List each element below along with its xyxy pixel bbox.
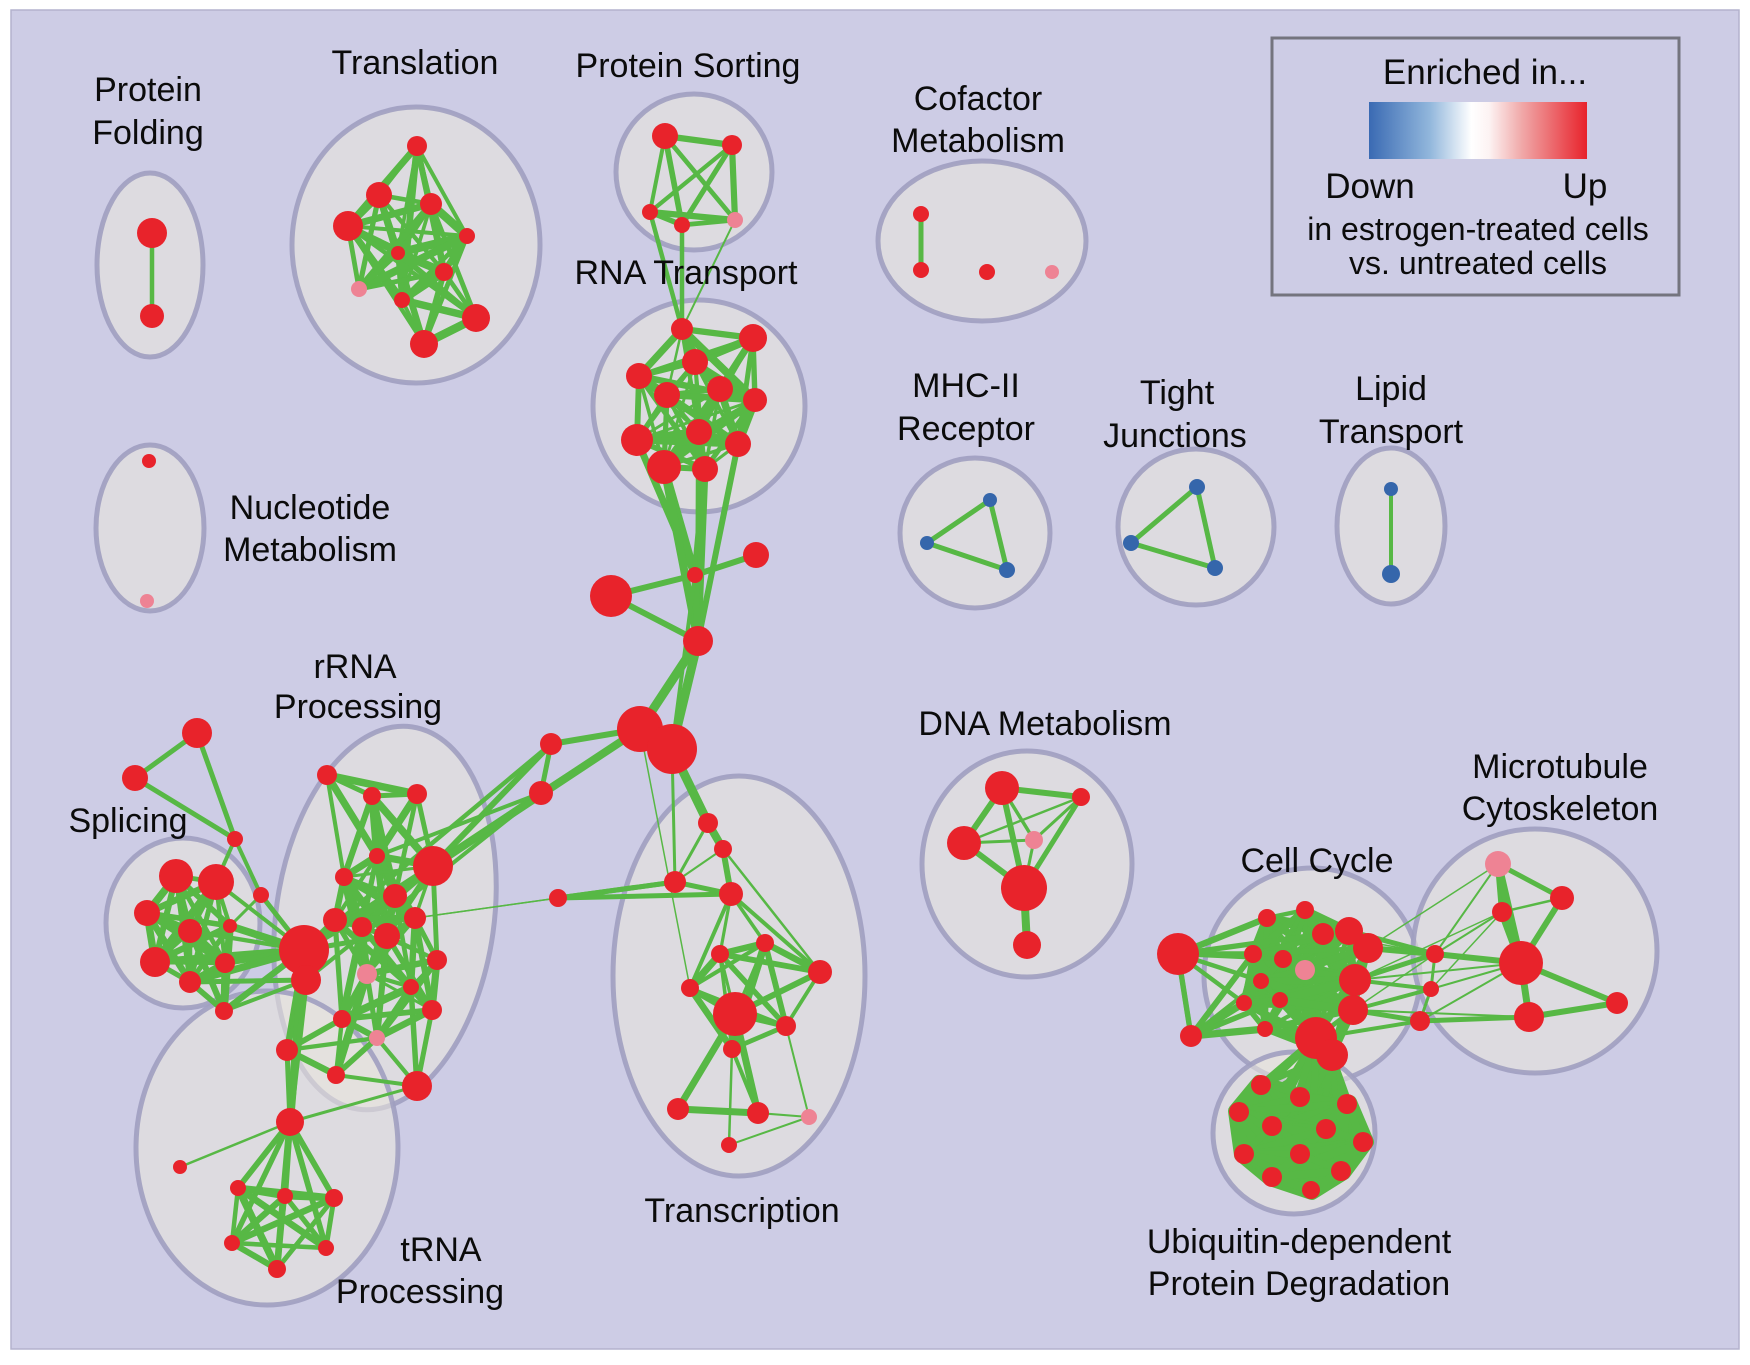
- svg-text:Metabolism: Metabolism: [891, 122, 1065, 160]
- svg-text:Microtubule: Microtubule: [1472, 748, 1648, 786]
- svg-text:Up: Up: [1563, 167, 1608, 206]
- svg-text:Processing: Processing: [336, 1273, 504, 1311]
- svg-text:RNA Transport: RNA Transport: [575, 254, 799, 292]
- svg-text:rRNA: rRNA: [313, 648, 396, 686]
- svg-text:DNA Metabolism: DNA Metabolism: [918, 705, 1171, 743]
- svg-text:Nucleotide: Nucleotide: [230, 489, 391, 527]
- svg-text:Tight: Tight: [1140, 374, 1215, 412]
- svg-text:tRNA: tRNA: [400, 1231, 482, 1269]
- svg-text:Cytoskeleton: Cytoskeleton: [1462, 790, 1659, 828]
- svg-text:Splicing: Splicing: [68, 802, 187, 840]
- svg-text:Receptor: Receptor: [897, 410, 1035, 448]
- svg-text:MHC-II: MHC-II: [912, 367, 1020, 405]
- svg-text:in estrogen-treated cells: in estrogen-treated cells: [1307, 211, 1649, 247]
- svg-text:Cell Cycle: Cell Cycle: [1240, 842, 1393, 880]
- svg-text:Metabolism: Metabolism: [223, 531, 397, 569]
- svg-text:Lipid: Lipid: [1355, 370, 1427, 408]
- svg-text:Folding: Folding: [92, 114, 204, 152]
- svg-text:Enriched in...: Enriched in...: [1383, 53, 1587, 92]
- svg-text:Transport: Transport: [1319, 413, 1464, 451]
- svg-text:Ubiquitin-dependent: Ubiquitin-dependent: [1147, 1223, 1452, 1261]
- svg-text:Junctions: Junctions: [1103, 417, 1247, 455]
- svg-text:vs. untreated cells: vs. untreated cells: [1349, 245, 1607, 281]
- svg-text:Down: Down: [1325, 167, 1414, 206]
- svg-text:Protein Degradation: Protein Degradation: [1148, 1265, 1450, 1303]
- svg-text:Processing: Processing: [274, 688, 442, 726]
- svg-text:Protein: Protein: [94, 71, 202, 109]
- svg-text:Translation: Translation: [332, 44, 499, 82]
- svg-text:Protein Sorting: Protein Sorting: [576, 47, 801, 85]
- svg-text:Transcription: Transcription: [644, 1192, 839, 1230]
- svg-text:Cofactor: Cofactor: [914, 80, 1043, 118]
